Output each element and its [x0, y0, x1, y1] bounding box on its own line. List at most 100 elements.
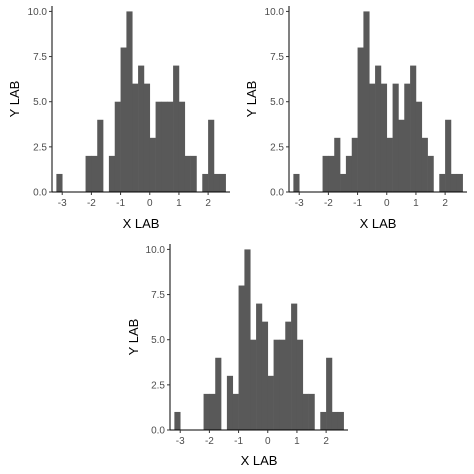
- histogram-bar: [174, 411, 181, 430]
- histogram-bar: [155, 101, 162, 192]
- x-tick-label: 2: [323, 436, 329, 447]
- x-tick-label: 0: [265, 436, 271, 447]
- x-tick-label: -2: [87, 198, 96, 209]
- x-tick-label: 1: [176, 198, 182, 209]
- histogram-bar: [331, 411, 339, 430]
- x-axis-title: X LAB: [123, 216, 160, 231]
- y-ticks: 0.0 2.5 5.0 7.5 10.0: [265, 7, 289, 199]
- y-tick-label: 7.5: [270, 52, 284, 63]
- histogram-bar: [161, 101, 168, 192]
- histogram-panel-bottom-center: 0.0 2.5 5.0 7.5 10.0 -3 -2 -1 0 1 2 X LAB Y LAB: [126, 244, 348, 468]
- histogram-bar: [85, 155, 92, 192]
- histogram-bar: [238, 285, 245, 430]
- histogram-bar: [108, 155, 116, 192]
- bars-group: [56, 11, 226, 193]
- y-tick-label: 2.5: [151, 380, 165, 391]
- histogram-bar: [456, 173, 463, 192]
- histogram-bar: [132, 83, 139, 192]
- histogram-bar: [256, 303, 263, 430]
- histogram-bar: [415, 101, 423, 192]
- histogram-bar: [219, 173, 226, 192]
- x-tick-label: -2: [205, 436, 214, 447]
- histogram-bar: [120, 47, 127, 192]
- bars-group: [174, 249, 344, 430]
- bars-group: [293, 11, 463, 193]
- histogram-bar: [202, 173, 209, 192]
- histogram-bar: [445, 119, 452, 192]
- histogram-bar: [404, 83, 411, 192]
- histogram-bar: [386, 137, 393, 192]
- histogram-bar: [279, 339, 286, 430]
- histogram-bar: [398, 119, 405, 192]
- histogram-bar: [439, 173, 446, 192]
- histogram-bar: [285, 321, 292, 430]
- histogram-bar: [296, 339, 304, 430]
- x-tick-label: 0: [147, 198, 153, 209]
- histogram-bar: [375, 65, 382, 192]
- y-axis-title: Y LAB: [7, 81, 22, 118]
- x-tick-label: 0: [384, 198, 390, 209]
- x-tick-label: 2: [205, 198, 211, 209]
- histogram-bar: [267, 375, 274, 430]
- x-tick-label: -3: [295, 198, 304, 209]
- histogram-bar: [190, 155, 197, 192]
- y-tick-label: 5.0: [270, 97, 284, 108]
- histogram-bar: [427, 155, 434, 192]
- x-tick-label: -3: [176, 436, 185, 447]
- histogram-bar: [302, 393, 309, 430]
- x-axis-title: X LAB: [241, 453, 278, 468]
- y-tick-label: 0.0: [151, 426, 165, 437]
- y-tick-label: 0.0: [270, 188, 284, 199]
- histogram-panel-top-left: 0.0 2.5 5.0 7.5 10.0 -3 -2 -1 0 1 2 X LAB Y LAB: [7, 6, 230, 231]
- y-tick-label: 0.0: [33, 188, 47, 199]
- histogram-bar: [97, 119, 104, 192]
- y-tick-label: 10.0: [265, 7, 285, 18]
- x-axis-title: X LAB: [360, 216, 397, 231]
- histogram-bar: [209, 393, 216, 430]
- x-tick-label: -2: [324, 198, 333, 209]
- y-tick-label: 10.0: [28, 7, 48, 18]
- histogram-bar: [291, 303, 298, 430]
- histogram-bar: [351, 137, 358, 192]
- histogram-bar: [392, 83, 399, 192]
- histogram-bar: [213, 173, 221, 192]
- histogram-bar: [363, 11, 370, 193]
- histogram-bar: [114, 101, 121, 192]
- histogram-bar: [340, 173, 347, 192]
- histogram-bar: [143, 83, 151, 192]
- histogram-bar: [322, 155, 329, 192]
- histogram-bar: [345, 155, 353, 192]
- histogram-bar: [178, 101, 186, 192]
- histogram-bar: [273, 339, 280, 430]
- histogram-bar: [308, 393, 315, 430]
- histogram-bar: [328, 155, 335, 192]
- histogram-bar: [250, 339, 257, 430]
- histogram-bar: [369, 83, 376, 192]
- x-ticks: -3 -2 -1 0 1 2: [176, 430, 329, 447]
- histogram-panel-top-right: 0.0 2.5 5.0 7.5 10.0 -3 -2 -1 0 1 2 X LAB Y LAB: [244, 6, 467, 231]
- y-ticks: 0.0 2.5 5.0 7.5 10.0: [146, 245, 170, 437]
- histogram-bar: [421, 137, 428, 192]
- y-tick-label: 2.5: [33, 142, 47, 153]
- y-tick-label: 5.0: [151, 335, 165, 346]
- histogram-bar: [410, 65, 417, 192]
- histogram-bar: [184, 155, 191, 192]
- x-tick-label: -1: [234, 436, 243, 447]
- histogram-bar: [380, 83, 388, 192]
- histogram-bar: [326, 357, 333, 430]
- histogram-bar: [138, 65, 145, 192]
- y-tick-label: 7.5: [151, 290, 165, 301]
- histogram-bar: [334, 137, 341, 192]
- y-tick-label: 10.0: [146, 245, 166, 256]
- y-axis-title: Y LAB: [126, 319, 141, 356]
- x-ticks: -3 -2 -1 0 1 2: [295, 192, 448, 209]
- histogram-bar: [232, 393, 239, 430]
- histogram-bar: [320, 411, 327, 430]
- histogram-bar: [167, 101, 174, 192]
- histogram-bar: [56, 173, 63, 192]
- x-tick-label: -1: [116, 198, 125, 209]
- histogram-bar: [208, 119, 215, 192]
- histogram-bar: [357, 47, 364, 192]
- histogram-bar: [126, 11, 133, 193]
